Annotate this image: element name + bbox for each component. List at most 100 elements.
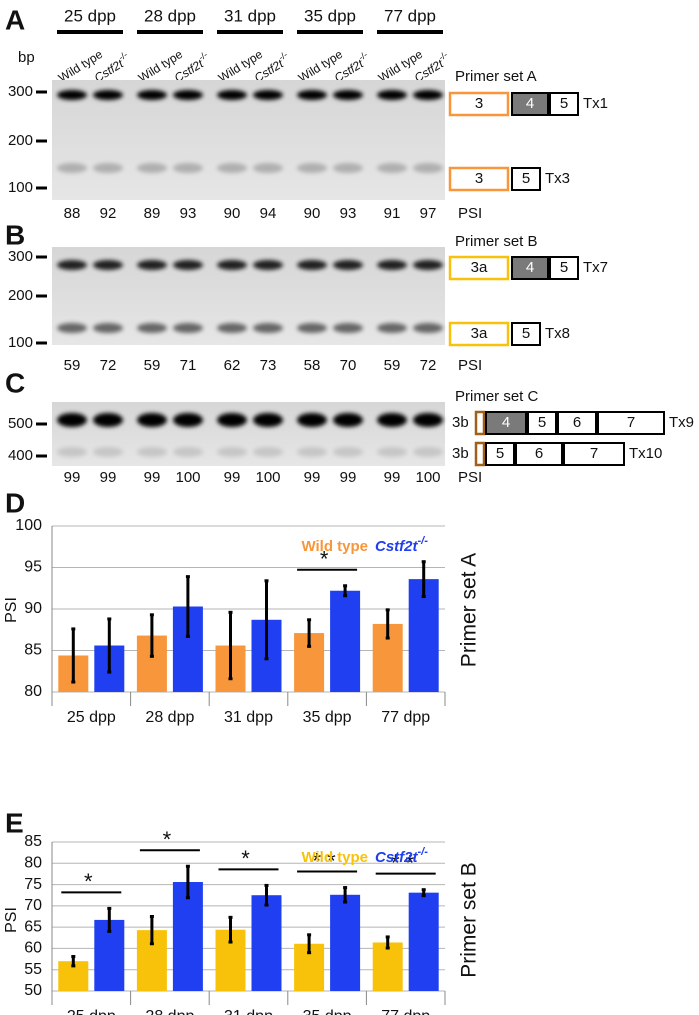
x-tick-label: 31 dpp	[224, 709, 273, 726]
gel-band	[333, 260, 363, 270]
psi-value: 91	[384, 205, 401, 222]
psi-value: 99	[144, 469, 161, 486]
size-label: 300	[8, 83, 33, 100]
y-tick-label: 90	[24, 600, 42, 617]
gel-band	[253, 413, 283, 427]
exon	[511, 322, 541, 346]
exon-label: 7	[590, 445, 598, 462]
isoform-name: Tx9	[669, 414, 694, 431]
error-bar	[385, 608, 390, 640]
exon	[511, 256, 549, 280]
size-label: 500	[8, 415, 33, 432]
bar	[372, 942, 403, 991]
y-tick-label: 85	[24, 833, 42, 850]
gel-band	[377, 260, 407, 270]
psi-value: 71	[180, 357, 197, 374]
gel-band	[253, 447, 283, 457]
x-tick-label: 28 dpp	[145, 709, 194, 726]
gel-band	[173, 163, 203, 173]
error-bar	[343, 584, 348, 598]
y-axis-title: PSI	[3, 907, 20, 933]
size-label: 300	[8, 248, 33, 265]
gel-band	[173, 447, 203, 457]
exon-label: 5	[560, 259, 568, 276]
error-bar	[421, 560, 426, 599]
psi-value: 93	[340, 205, 357, 222]
exon-label: 5	[522, 170, 530, 187]
error-bar	[228, 610, 233, 681]
y-tick-label: 95	[24, 559, 42, 576]
stage-label: 25 dpp	[64, 6, 116, 25]
gel-band	[253, 260, 283, 270]
psi-label: PSI	[458, 205, 482, 222]
legend-entry: Wild type	[301, 849, 368, 866]
exon	[448, 321, 510, 347]
isoform-name: Tx8	[545, 325, 570, 342]
exon	[557, 411, 597, 435]
x-tick-label: 35 dpp	[303, 1008, 352, 1015]
psi-value: 73	[260, 357, 277, 374]
gel-band	[173, 260, 203, 270]
x-tick-label: 25 dpp	[67, 1008, 116, 1015]
gel-band	[413, 413, 443, 427]
y-tick-label: 70	[24, 897, 42, 914]
legend-entry: Cstf2t-/-	[375, 846, 428, 866]
gel-band	[217, 90, 247, 100]
gel-band	[57, 90, 87, 100]
y-axis-title: PSI	[3, 597, 20, 623]
psi-value: 97	[420, 205, 437, 222]
panel-label: B	[5, 219, 25, 250]
y-tick-label: 100	[15, 517, 42, 534]
psi-value: 89	[144, 205, 161, 222]
gel-band	[333, 163, 363, 173]
psi-value: 59	[144, 357, 161, 374]
psi-value: 99	[64, 469, 81, 486]
gel-band	[253, 90, 283, 100]
gel-band	[93, 163, 123, 173]
psi-value: 93	[180, 205, 197, 222]
exon	[511, 92, 549, 116]
gel-band	[57, 413, 87, 427]
exon-label: 5	[560, 95, 568, 112]
exon-label: 4	[526, 259, 534, 276]
gel-band	[57, 163, 87, 173]
exon-label: 3b	[452, 445, 469, 462]
size-label: 100	[8, 179, 33, 196]
size-label: 200	[8, 132, 33, 149]
gel-band	[377, 413, 407, 427]
gel-band	[173, 323, 203, 333]
gel-band	[333, 447, 363, 457]
gel-band	[413, 90, 443, 100]
gel-band	[137, 260, 167, 270]
error-bar	[307, 618, 312, 648]
gel-band	[93, 90, 123, 100]
side-label: Primer set B	[458, 862, 481, 978]
psi-value: 99	[304, 469, 321, 486]
error-bar	[421, 888, 426, 898]
y-tick-label: 50	[24, 982, 42, 999]
exon-label: 6	[535, 445, 543, 462]
size-label: 400	[8, 447, 33, 464]
panel-label: A	[5, 4, 25, 35]
error-bar	[185, 864, 190, 900]
psi-value: 99	[340, 469, 357, 486]
legend-sup: -/-	[418, 846, 429, 858]
panel-label: D	[5, 487, 25, 518]
gel-band	[297, 163, 327, 173]
bar	[330, 590, 361, 692]
gel-band	[137, 413, 167, 427]
isoform-name: Tx3	[545, 170, 570, 187]
y-tick-label: 65	[24, 918, 42, 935]
gel-band	[413, 447, 443, 457]
exon-label: 3	[475, 170, 483, 187]
y-tick-label: 80	[24, 855, 42, 872]
gel-band	[377, 447, 407, 457]
exon-label: 3	[475, 95, 483, 112]
gel-band	[137, 447, 167, 457]
error-bar	[149, 613, 154, 658]
psi-value: 90	[304, 205, 321, 222]
size-label: 100	[8, 334, 33, 351]
primer-set: Primer set A	[455, 68, 537, 85]
legend-entry: Cstf2t-/-	[375, 535, 428, 555]
